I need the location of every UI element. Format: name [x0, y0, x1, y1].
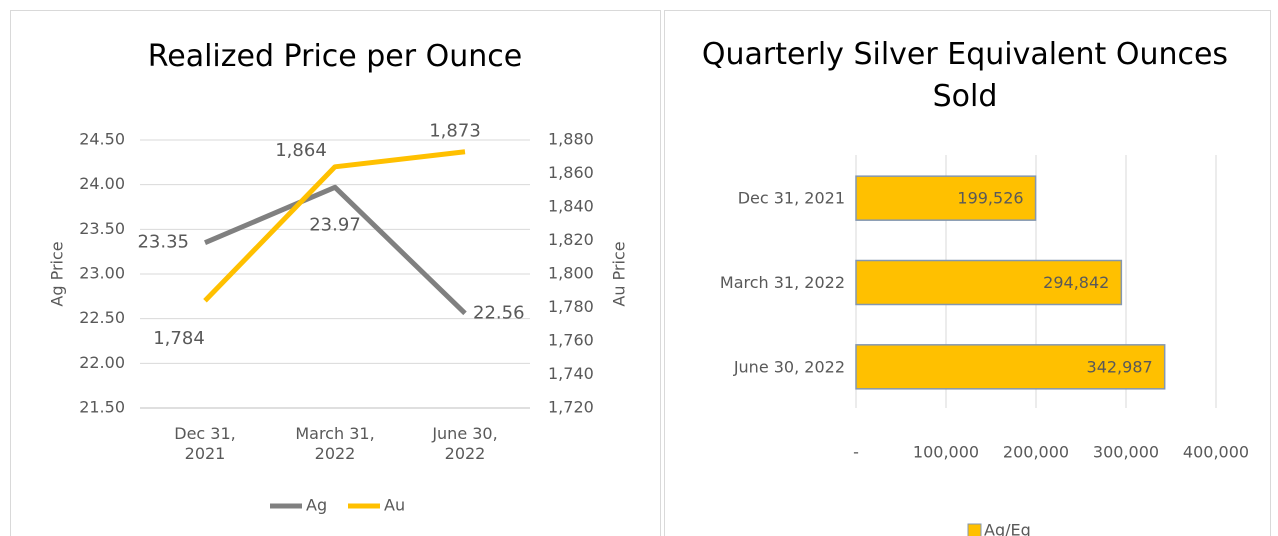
- y2-tick-label: 1,760: [548, 331, 594, 350]
- x-tick-label: Dec 31, 2021: [174, 424, 236, 463]
- y-tick-label: 22.00: [79, 353, 125, 372]
- legend-swatch: [967, 523, 982, 536]
- data-label: 23.97: [309, 214, 361, 235]
- y-tick-label: 24.00: [79, 174, 125, 193]
- y2-tick-label: 1,740: [548, 364, 594, 383]
- y-tick-label: 22.50: [79, 308, 125, 327]
- y2-tick-label: 1,780: [548, 297, 594, 316]
- line-series: [204, 184, 467, 316]
- line-series: [203, 149, 466, 303]
- y2-axis-label: Au Price: [610, 241, 629, 306]
- y-tick-label: March 31, 2022: [720, 273, 845, 292]
- data-label: 294,842: [1043, 273, 1109, 292]
- x-tick-label: 400,000: [1183, 443, 1249, 462]
- x-tick-label: 300,000: [1093, 443, 1159, 462]
- data-label: 1,873: [429, 121, 481, 142]
- left-panel: [10, 10, 661, 536]
- y2-tick-label: 1,860: [548, 163, 594, 182]
- y2-tick-label: 1,880: [548, 130, 594, 149]
- data-label: 1,864: [275, 140, 327, 161]
- y2-tick-label: 1,720: [548, 398, 594, 417]
- x-tick-label: -: [853, 443, 859, 462]
- y-tick-label: Dec 31, 2021: [738, 189, 845, 208]
- y-tick-label: 23.00: [79, 264, 125, 283]
- data-label: 342,987: [1087, 357, 1153, 376]
- legend-label: Ag: [306, 496, 327, 515]
- y-tick-label: 24.50: [79, 130, 125, 149]
- legend-label: Ag/Eq: [984, 521, 1031, 536]
- legend-label: Au: [384, 496, 405, 515]
- y-tick-label: June 30, 2022: [733, 357, 845, 376]
- data-label: 23.35: [137, 232, 189, 253]
- bar: [855, 344, 1166, 390]
- x-tick-label: March 31, 2022: [295, 424, 375, 463]
- data-label: 22.56: [473, 302, 525, 323]
- x-tick-label: 200,000: [1003, 443, 1069, 462]
- x-tick-label: June 30, 2022: [432, 424, 498, 463]
- y-tick-label: 21.50: [79, 398, 125, 417]
- data-label: 1,784: [153, 328, 205, 349]
- right-panel: [664, 10, 1271, 536]
- y2-tick-label: 1,840: [548, 197, 594, 216]
- y2-tick-label: 1,800: [548, 264, 594, 283]
- y2-tick-label: 1,820: [548, 230, 594, 249]
- bar: [855, 175, 1037, 221]
- chart-title: Quarterly Silver Equivalent Ounces Sold: [701, 37, 1229, 114]
- chart-title: Realized Price per Ounce: [147, 39, 523, 74]
- y-tick-label: 23.50: [79, 219, 125, 238]
- y-axis-label: Ag Price: [48, 241, 67, 306]
- bar: [855, 259, 1123, 306]
- data-label: 199,526: [957, 189, 1023, 208]
- x-tick-label: 100,000: [913, 443, 979, 462]
